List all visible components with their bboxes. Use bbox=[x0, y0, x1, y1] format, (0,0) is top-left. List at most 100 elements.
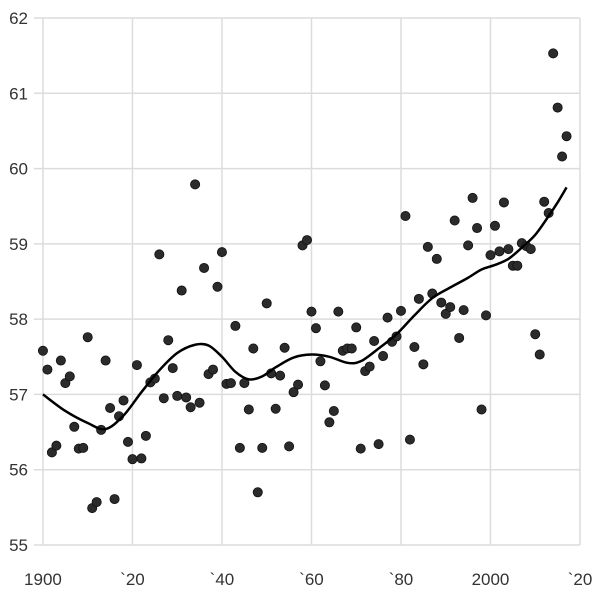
data-point bbox=[230, 320, 241, 331]
data-point bbox=[481, 310, 492, 321]
data-point bbox=[472, 223, 483, 234]
data-point bbox=[42, 364, 53, 375]
data-point bbox=[37, 345, 48, 356]
data-point bbox=[118, 395, 129, 406]
data-point bbox=[288, 387, 299, 398]
data-point bbox=[261, 298, 272, 309]
data-point bbox=[199, 262, 210, 273]
x-tick-label: 1900 bbox=[24, 570, 62, 589]
data-point bbox=[167, 363, 178, 374]
data-point bbox=[355, 443, 366, 454]
y-tick-label: 55 bbox=[9, 536, 28, 555]
data-point bbox=[248, 343, 259, 354]
data-point bbox=[530, 329, 541, 340]
data-point bbox=[216, 247, 227, 258]
y-tick-label: 56 bbox=[9, 461, 28, 480]
data-point bbox=[333, 306, 344, 317]
data-point bbox=[306, 306, 317, 317]
data-point bbox=[552, 102, 563, 113]
data-point bbox=[476, 404, 487, 415]
x-tick-label: `20 bbox=[568, 570, 593, 589]
data-point bbox=[194, 397, 205, 408]
data-point bbox=[431, 253, 442, 264]
data-point bbox=[154, 249, 165, 260]
data-point bbox=[378, 351, 389, 362]
chart-gridlines bbox=[34, 17, 581, 546]
x-tick-label: `80 bbox=[389, 570, 414, 589]
x-tick-label: `40 bbox=[210, 570, 235, 589]
data-point bbox=[351, 322, 362, 333]
data-point bbox=[512, 260, 523, 271]
y-tick-label: 58 bbox=[9, 310, 28, 329]
data-point bbox=[413, 293, 424, 304]
data-point bbox=[64, 371, 75, 382]
data-point bbox=[454, 332, 465, 343]
data-point bbox=[463, 240, 474, 251]
data-point bbox=[301, 235, 312, 246]
chart-tick-labels: 55 56 57 58 59 60 61 62 1900 `20 `40 `60 `80 2000 `20 bbox=[9, 9, 592, 589]
data-point bbox=[172, 390, 183, 401]
data-point bbox=[109, 494, 120, 505]
chart-data-points bbox=[37, 48, 572, 514]
data-point bbox=[346, 343, 357, 354]
data-point bbox=[69, 421, 80, 432]
data-point bbox=[257, 442, 268, 453]
data-point bbox=[252, 487, 263, 498]
data-point bbox=[557, 151, 568, 162]
data-point bbox=[328, 405, 339, 416]
data-point bbox=[131, 360, 142, 371]
y-tick-label: 57 bbox=[9, 385, 28, 404]
data-point bbox=[319, 380, 330, 391]
data-point bbox=[458, 305, 469, 316]
data-point bbox=[494, 246, 505, 257]
data-point bbox=[51, 440, 62, 451]
data-point bbox=[181, 392, 192, 403]
data-point bbox=[122, 436, 133, 447]
data-point bbox=[310, 323, 321, 334]
data-point bbox=[284, 441, 295, 452]
data-point bbox=[270, 403, 281, 414]
data-point bbox=[225, 378, 236, 389]
data-point bbox=[208, 364, 219, 375]
y-tick-label: 62 bbox=[9, 9, 28, 28]
data-point bbox=[445, 302, 456, 313]
data-point bbox=[176, 285, 187, 296]
data-point bbox=[525, 244, 536, 255]
data-point bbox=[324, 417, 335, 428]
data-point bbox=[489, 220, 500, 231]
data-point bbox=[140, 430, 151, 441]
x-tick-label: 2000 bbox=[472, 570, 510, 589]
data-point bbox=[436, 297, 447, 308]
data-point bbox=[158, 393, 169, 404]
data-point bbox=[234, 442, 245, 453]
data-point bbox=[548, 48, 559, 59]
data-point bbox=[395, 305, 406, 316]
data-point bbox=[382, 312, 393, 323]
data-point bbox=[82, 332, 93, 343]
data-point bbox=[539, 196, 550, 207]
data-point bbox=[293, 379, 304, 390]
data-point bbox=[400, 211, 411, 222]
y-tick-label: 61 bbox=[9, 84, 28, 103]
data-point bbox=[163, 335, 174, 346]
data-point bbox=[449, 215, 460, 226]
x-tick-label: `20 bbox=[120, 570, 145, 589]
y-tick-label: 59 bbox=[9, 235, 28, 254]
data-point bbox=[498, 197, 509, 208]
data-point bbox=[315, 356, 326, 367]
trend-line bbox=[42, 186, 568, 431]
data-point bbox=[369, 335, 380, 346]
data-point bbox=[275, 370, 286, 381]
data-point bbox=[243, 404, 254, 415]
data-point bbox=[534, 349, 545, 360]
data-point bbox=[561, 131, 572, 142]
data-point bbox=[391, 331, 402, 342]
data-point bbox=[105, 402, 116, 413]
y-tick-label: 60 bbox=[9, 160, 28, 179]
data-point bbox=[364, 361, 375, 372]
data-point bbox=[373, 439, 384, 450]
data-point bbox=[190, 179, 201, 190]
data-point bbox=[100, 355, 111, 366]
data-point bbox=[212, 281, 223, 292]
